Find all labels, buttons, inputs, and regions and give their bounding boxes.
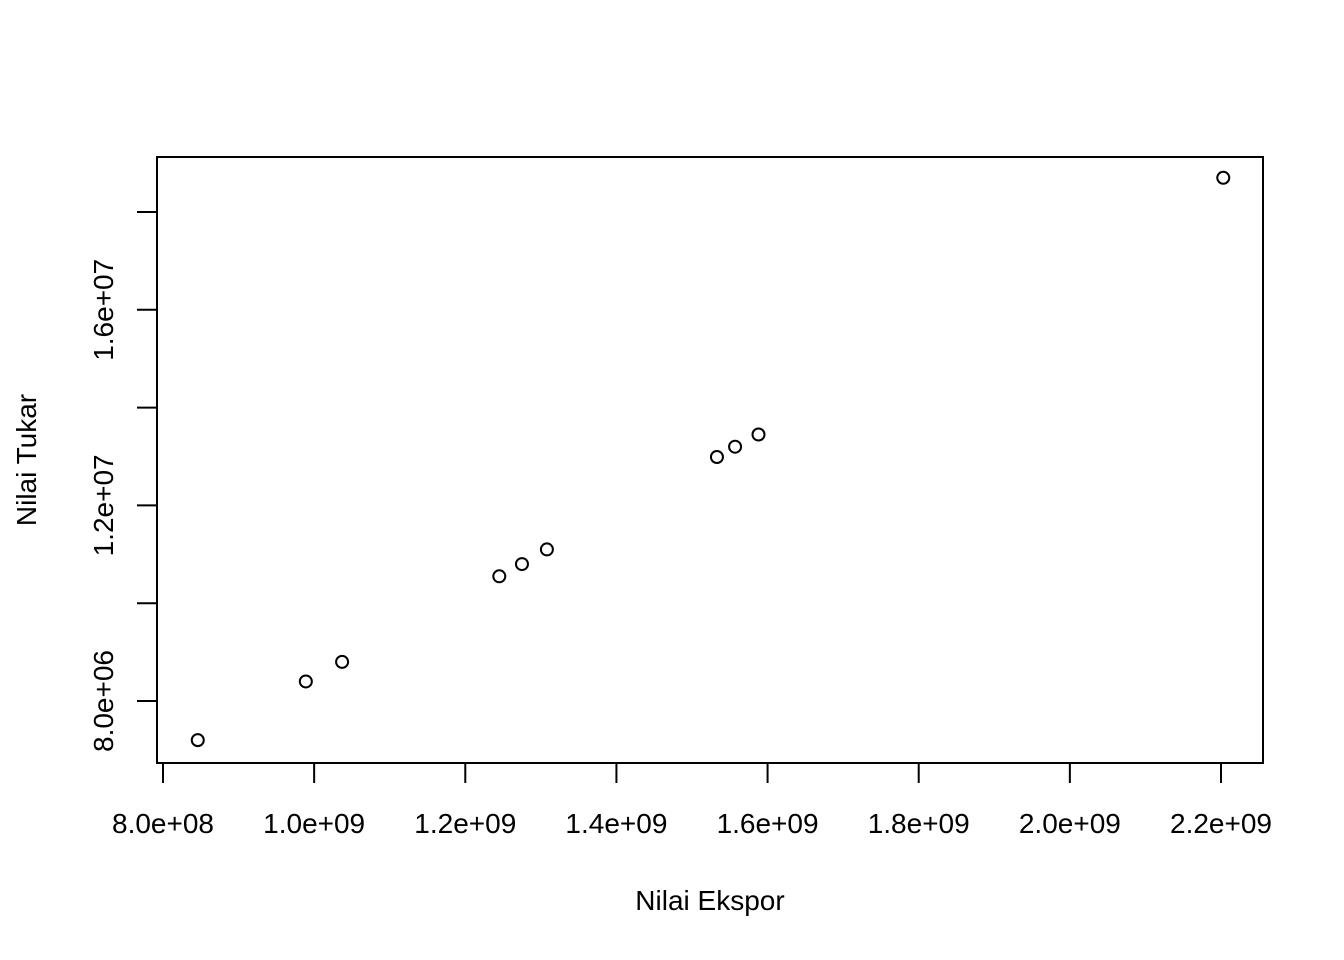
data-point — [1216, 170, 1231, 185]
data-point — [709, 449, 724, 464]
y-tick-label: 8.0e+06 — [88, 650, 119, 752]
data-point — [335, 654, 350, 669]
data-point — [492, 569, 507, 584]
x-tick-label: 1.4e+09 — [565, 808, 667, 839]
x-axis: 8.0e+08 1.0e+09 1.2e+09 1.4e+09 1.6e+09 1.8e+… — [112, 762, 1272, 839]
plot-area-frame — [156, 156, 1264, 764]
data-point — [539, 542, 554, 557]
data-points — [190, 170, 1231, 748]
data-point — [751, 427, 766, 442]
data-point — [514, 557, 529, 572]
x-tick-label: 2.0e+09 — [1019, 808, 1121, 839]
data-point — [190, 733, 205, 748]
x-tick-label: 1.2e+09 — [414, 808, 516, 839]
x-tick-label: 1.6e+09 — [717, 808, 819, 839]
data-point — [298, 674, 313, 689]
y-axis-title: Nilai Tukar — [11, 394, 42, 526]
x-tick-label: 2.2e+09 — [1170, 808, 1272, 839]
data-point — [728, 439, 743, 454]
y-tick-label: 1.6e+07 — [88, 259, 119, 361]
y-axis: 8.0e+06 1.2e+07 1.6e+07 — [88, 211, 158, 752]
x-axis-title: Nilai Ekspor — [635, 885, 784, 916]
x-tick-label: 8.0e+08 — [112, 808, 214, 839]
x-tick-label: 1.0e+09 — [263, 808, 365, 839]
x-tick-label: 1.8e+09 — [868, 808, 970, 839]
y-tick-label: 1.2e+07 — [88, 454, 119, 556]
